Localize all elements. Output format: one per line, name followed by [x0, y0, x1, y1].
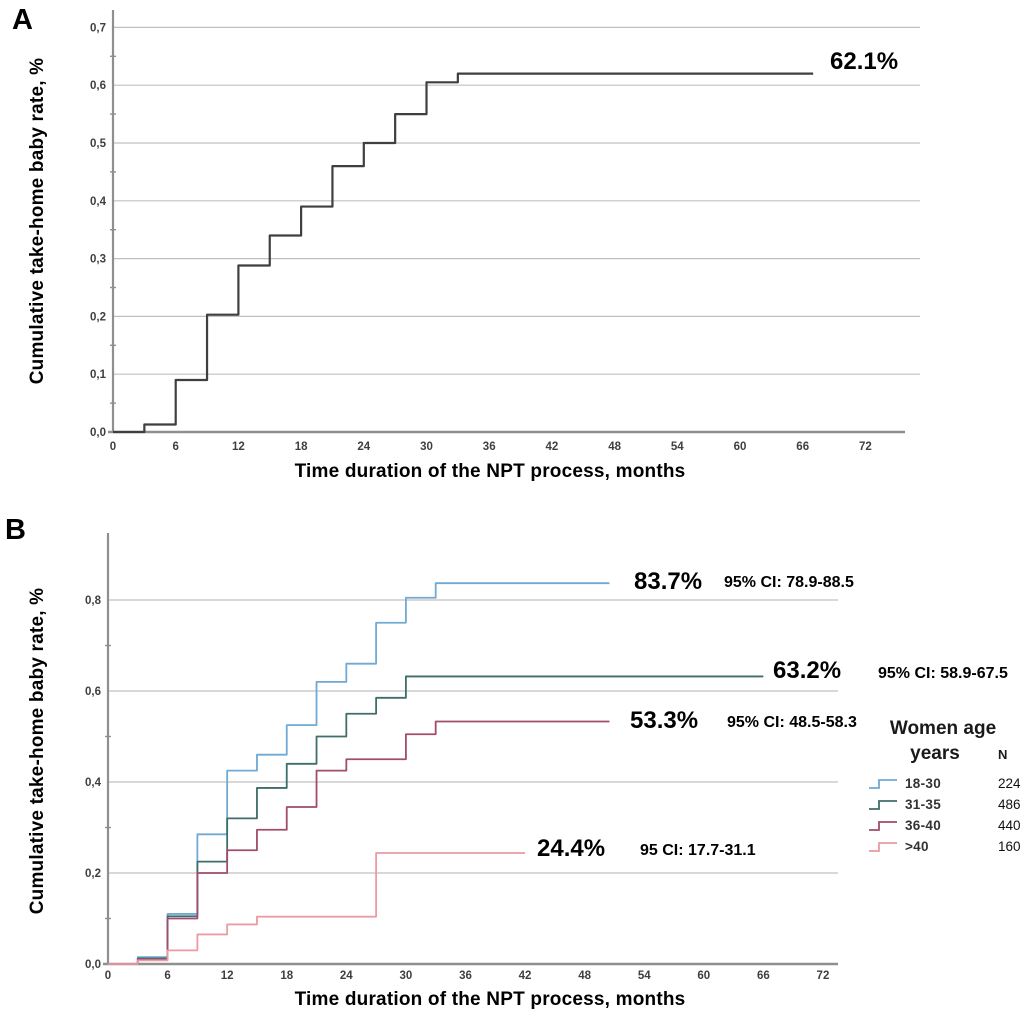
x-tick-label: 24	[340, 970, 353, 982]
panel-b-letter: B	[5, 514, 26, 546]
x-tick-label: 12	[221, 970, 234, 982]
legend-age-group-label: 18-30	[905, 776, 942, 791]
axes	[103, 533, 838, 966]
legend-rows: 18-30 224 31-35 486 36-40 440 >40 160	[868, 773, 1022, 857]
legend-title-line2: years	[910, 743, 960, 764]
y-tick-label: 0,6	[90, 80, 106, 92]
x-tick-label: 72	[817, 970, 830, 982]
x-tick-label: 48	[578, 970, 591, 982]
legend-n-value: 440	[998, 818, 1021, 833]
panel-a-letter: A	[12, 4, 33, 36]
final-rate-label: 53.3%	[630, 707, 698, 734]
legend-age-group-label: 36-40	[905, 818, 942, 833]
y-tick-label: 0,5	[90, 138, 107, 150]
series-36-40	[108, 720, 610, 965]
final-rate-label: 83.7%	[634, 568, 702, 595]
y-tick-label: 0,2	[90, 311, 106, 323]
x-tick-label: 72	[859, 441, 872, 453]
x-tick-label: 48	[608, 441, 621, 453]
legend-item-31-35: 31-35 486	[868, 794, 1022, 815]
x-tick-label: 0	[105, 970, 111, 982]
legend-step-line-icon	[869, 842, 897, 852]
x-tick-label: 6	[172, 441, 178, 453]
series-all-patients	[113, 72, 814, 434]
confidence-interval-label: 95% CI: 48.5-58.3	[727, 714, 857, 731]
y-tick-label: 0,3	[90, 254, 106, 266]
legend-step-line-icon	[869, 779, 897, 789]
x-tick-label: 12	[232, 441, 245, 453]
panel-b-y-axis-title: Cumulative take-home baby rate, %	[27, 587, 48, 915]
x-tick-label: 54	[671, 441, 684, 453]
gridlines	[105, 599, 838, 920]
x-tick-label: 36	[483, 441, 496, 453]
confidence-interval-label: 95 CI: 17.7-31.1	[640, 842, 756, 859]
panel-a-y-axis-title: Cumulative take-home baby rate, %	[27, 57, 48, 385]
confidence-interval-label: 95% CI: 78.9-88.5	[724, 574, 854, 591]
legend-n-value: 224	[998, 776, 1021, 791]
x-tick-label: 54	[638, 970, 651, 982]
confidence-interval-label: 95% CI: 58.9-67.5	[878, 665, 1008, 682]
axes	[108, 10, 905, 434]
gridlines	[110, 26, 920, 404]
legend-item-36-40: 36-40 440	[868, 815, 1022, 836]
legend-item-gt40: >40 160	[868, 836, 1022, 857]
age-group-legend: Women age years N 18-30 224 31-35 486 36-40 4…	[868, 718, 1022, 857]
legend-title-line1: Women age	[889, 718, 997, 739]
y-tick-label: 0,1	[90, 369, 107, 381]
y-tick-label: 0,7	[90, 22, 106, 34]
y-tick-label: 0,4	[90, 196, 107, 208]
legend-age-group-label: >40	[905, 839, 929, 854]
final-rate-label: 63.2%	[773, 657, 841, 684]
y-tick-label: 0,0	[90, 427, 106, 439]
legend-age-group-label: 31-35	[905, 797, 942, 812]
x-tick-label: 24	[357, 441, 370, 453]
y-tick-label: 0,4	[85, 777, 102, 789]
legend-item-18-30: 18-30 224	[868, 773, 1022, 794]
legend-n-value: 486	[998, 797, 1021, 812]
legend-step-line-icon	[869, 800, 897, 810]
panel-b-x-axis-title: Time duration of the NPT process, months	[294, 989, 686, 1010]
x-tick-label: 42	[546, 441, 559, 453]
x-tick-label: 60	[734, 441, 747, 453]
x-tick-label: 0	[110, 441, 116, 453]
y-tick-label: 0,0	[85, 959, 101, 971]
series->40	[108, 852, 526, 965]
legend-step-line-icon	[869, 821, 897, 831]
x-tick-label: 60	[697, 970, 710, 982]
x-tick-label: 66	[757, 970, 770, 982]
x-tick-label: 36	[459, 970, 472, 982]
x-tick-label: 18	[295, 441, 308, 453]
y-tick-label: 0,6	[85, 686, 101, 698]
panel-a-step-chart: 0,0 0,1 0,2 0,3 0,4 0,5 0,6 0,7 0 6 12 18 24 30 36 42 48…	[90, 10, 920, 453]
x-tick-label: 18	[280, 970, 293, 982]
series-18-30	[108, 582, 610, 965]
final-rate-label: 62.1%	[830, 48, 898, 75]
final-rate-label: 24.4%	[537, 835, 605, 862]
legend-n-value: 160	[998, 839, 1021, 854]
panel-b-step-chart: 0,0 0,2 0,4 0,6 0,8 0 6 12 18 24 30 36 42 48 54 60 66 72 8…	[85, 533, 1008, 982]
x-tick-label: 6	[164, 970, 170, 982]
y-tick-label: 0,8	[85, 595, 102, 607]
y-tick-label: 0,2	[85, 868, 101, 880]
x-tick-label: 30	[400, 970, 413, 982]
x-tick-label: 30	[420, 441, 433, 453]
x-tick-label: 66	[796, 441, 809, 453]
panel-a-x-axis-title: Time duration of the NPT process, months	[294, 461, 686, 482]
x-tick-label: 42	[519, 970, 532, 982]
legend-n-column-header: N	[998, 747, 1008, 762]
